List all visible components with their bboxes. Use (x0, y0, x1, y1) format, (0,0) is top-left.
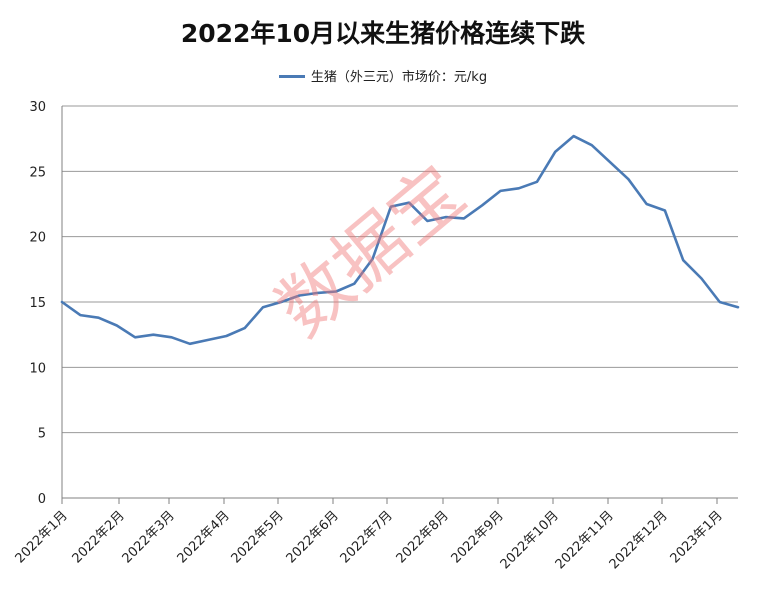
x-tick-label: 2022年2月 (70, 508, 128, 566)
x-tick-label: 2022年9月 (449, 508, 507, 566)
x-tick-label: 2022年8月 (394, 508, 452, 566)
y-tick-label: 10 (29, 361, 46, 376)
data-point (536, 181, 538, 183)
data-point (682, 259, 684, 261)
data-point (262, 306, 264, 308)
data-point (79, 314, 81, 316)
data-point (572, 135, 574, 137)
series-line-pork-price (60, 134, 740, 346)
y-tick-label: 30 (29, 100, 46, 115)
x-tick-label: 2022年1月 (13, 508, 71, 566)
y-tick-label: 0 (38, 492, 46, 507)
data-point (700, 277, 702, 279)
data-point (207, 339, 209, 341)
data-point (664, 209, 666, 211)
data-point (518, 187, 520, 189)
y-tick-label: 20 (29, 231, 46, 246)
data-point (225, 335, 227, 337)
x-tick-label: 2022年3月 (120, 508, 178, 566)
y-tick-label: 25 (29, 165, 46, 180)
data-point (481, 204, 483, 206)
data-point (97, 316, 99, 318)
x-tick-label: 2022年7月 (338, 508, 396, 566)
data-point (499, 190, 501, 192)
data-point (244, 327, 246, 329)
data-point (298, 294, 300, 296)
data-point (134, 336, 136, 338)
legend-label: 生猪（外三元）市场价：元/kg (310, 70, 488, 85)
data-point (353, 283, 355, 285)
data-point (591, 144, 593, 146)
data-point (61, 301, 63, 303)
x-tick-label: 2022年12月 (607, 508, 671, 572)
x-tick-label: 2022年10月 (498, 508, 562, 572)
legend-line-swatch (278, 75, 305, 78)
data-point (609, 161, 611, 163)
legend: 生猪（外三元）市场价：元/kg (0, 66, 766, 85)
x-tick-label: 2022年6月 (284, 508, 342, 566)
data-point (408, 201, 410, 203)
data-point (170, 336, 172, 338)
data-point (335, 290, 337, 292)
data-point (463, 217, 465, 219)
data-point (116, 324, 118, 326)
data-point (627, 178, 629, 180)
chart-title: 2022年10月以来生猪价格连续下跌 (180, 19, 586, 48)
data-point (371, 258, 373, 260)
data-point (554, 151, 556, 153)
data-point (645, 203, 647, 205)
data-point (317, 292, 319, 294)
x-tick-label: 2022年4月 (175, 508, 233, 566)
data-point (390, 205, 392, 207)
data-point (189, 343, 191, 345)
data-point (280, 301, 282, 303)
y-tick-label: 5 (38, 427, 46, 442)
data-point (152, 333, 154, 335)
data-point (719, 301, 721, 303)
data-point (444, 216, 446, 218)
data-point (737, 306, 739, 308)
x-tick-label: 2022年5月 (229, 508, 287, 566)
x-tick-label: 2023年1月 (668, 508, 726, 566)
y-tick-label: 15 (29, 296, 46, 311)
data-point (426, 220, 428, 222)
